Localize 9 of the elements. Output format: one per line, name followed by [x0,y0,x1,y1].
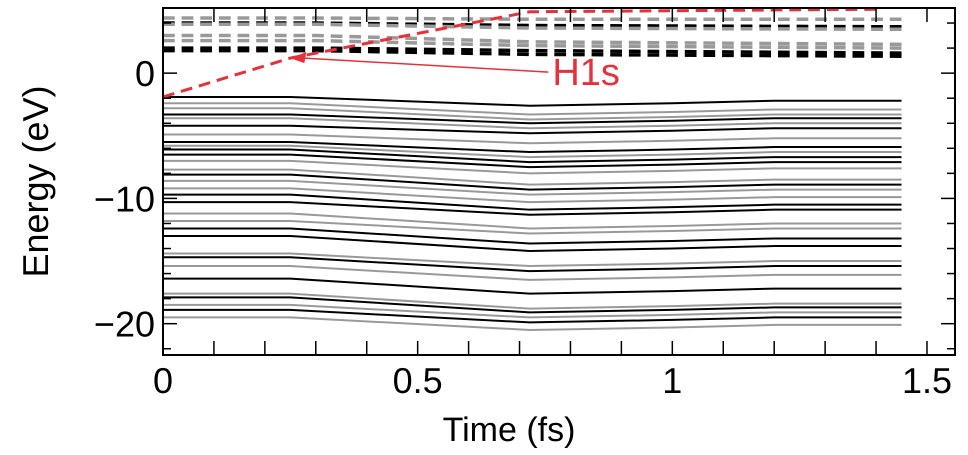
series-label: H1s [552,52,620,94]
x-tick-label: 0.5 [392,360,443,401]
y-tick-label: −10 [94,178,155,220]
y-tick-label: −20 [94,304,155,345]
y-tick-label: 0 [134,53,155,94]
x-axis-title: Time (fs) [442,411,576,449]
y-axis-title: Energy (eV) [15,85,56,278]
x-tick-label: 1 [662,360,682,401]
x-tick-label: 1.5 [902,360,952,401]
